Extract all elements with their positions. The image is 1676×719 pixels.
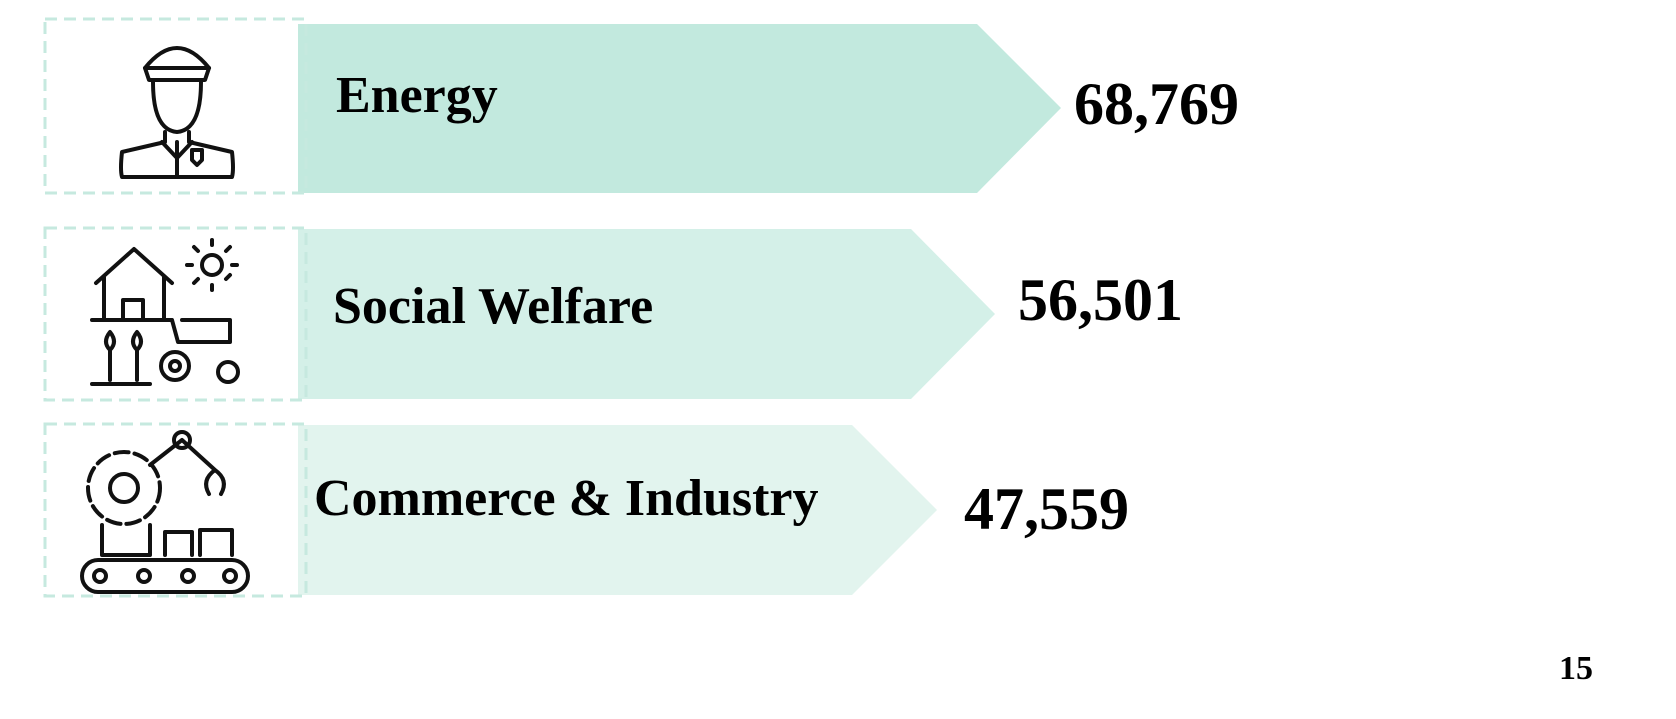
- arrow: [298, 24, 1061, 193]
- row: Commerce & Industry 47,559: [43, 422, 1129, 598]
- item-label: Commerce & Industry: [314, 470, 819, 527]
- item-value: 47,559: [964, 476, 1129, 542]
- item-value: 68,769: [1074, 71, 1239, 137]
- item-label: Social Welfare: [333, 278, 653, 335]
- farm-icon: [90, 238, 240, 386]
- icon-frame: [43, 17, 308, 195]
- item-value: 56,501: [1018, 267, 1183, 333]
- row: Social Welfare 56,501: [43, 226, 1183, 402]
- page-number: 15: [1559, 650, 1593, 687]
- icon-frame: [43, 226, 308, 402]
- icon-frame: [43, 422, 308, 598]
- officer-icon: [119, 46, 235, 179]
- row: Energy 68,769: [43, 17, 1239, 195]
- item-label: Energy: [336, 67, 498, 124]
- factory-icon: [80, 430, 250, 594]
- arrow: [298, 229, 995, 399]
- arrow: [298, 425, 937, 595]
